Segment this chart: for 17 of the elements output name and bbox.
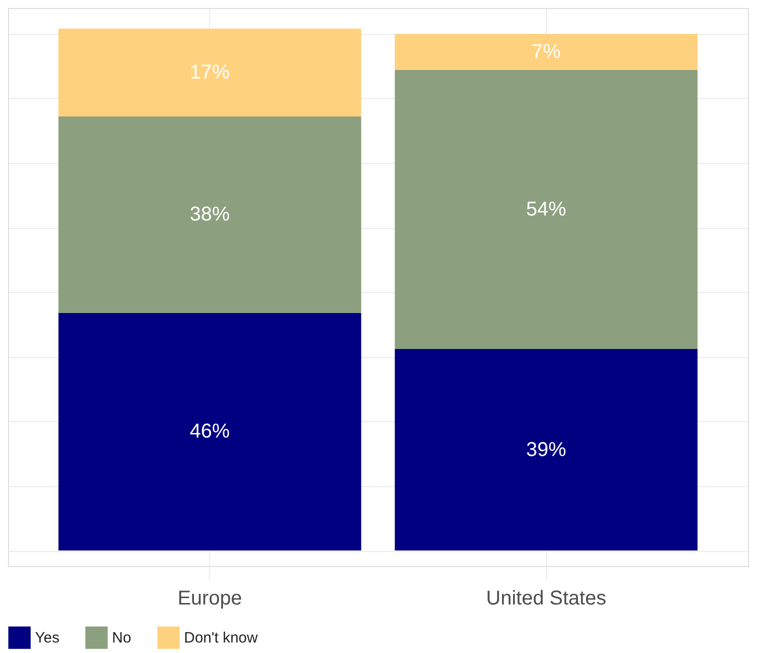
legend-label: Yes xyxy=(35,630,60,647)
bar xyxy=(394,70,698,349)
data-label: 46% xyxy=(190,420,230,443)
bar xyxy=(58,28,362,116)
bar xyxy=(58,116,362,313)
data-label: 54% xyxy=(526,198,566,220)
bar xyxy=(394,34,698,70)
data-label: 17% xyxy=(190,62,230,84)
bar xyxy=(58,312,362,550)
legend-label: Don't know xyxy=(184,630,258,647)
data-label: 7% xyxy=(532,40,561,63)
legend-label: No xyxy=(112,630,132,647)
bar xyxy=(394,349,698,550)
x-tick-label: United States xyxy=(486,588,606,610)
data-label: 38% xyxy=(190,204,230,226)
data-label: 39% xyxy=(526,438,566,461)
x-tick-label: Europe xyxy=(178,588,242,610)
